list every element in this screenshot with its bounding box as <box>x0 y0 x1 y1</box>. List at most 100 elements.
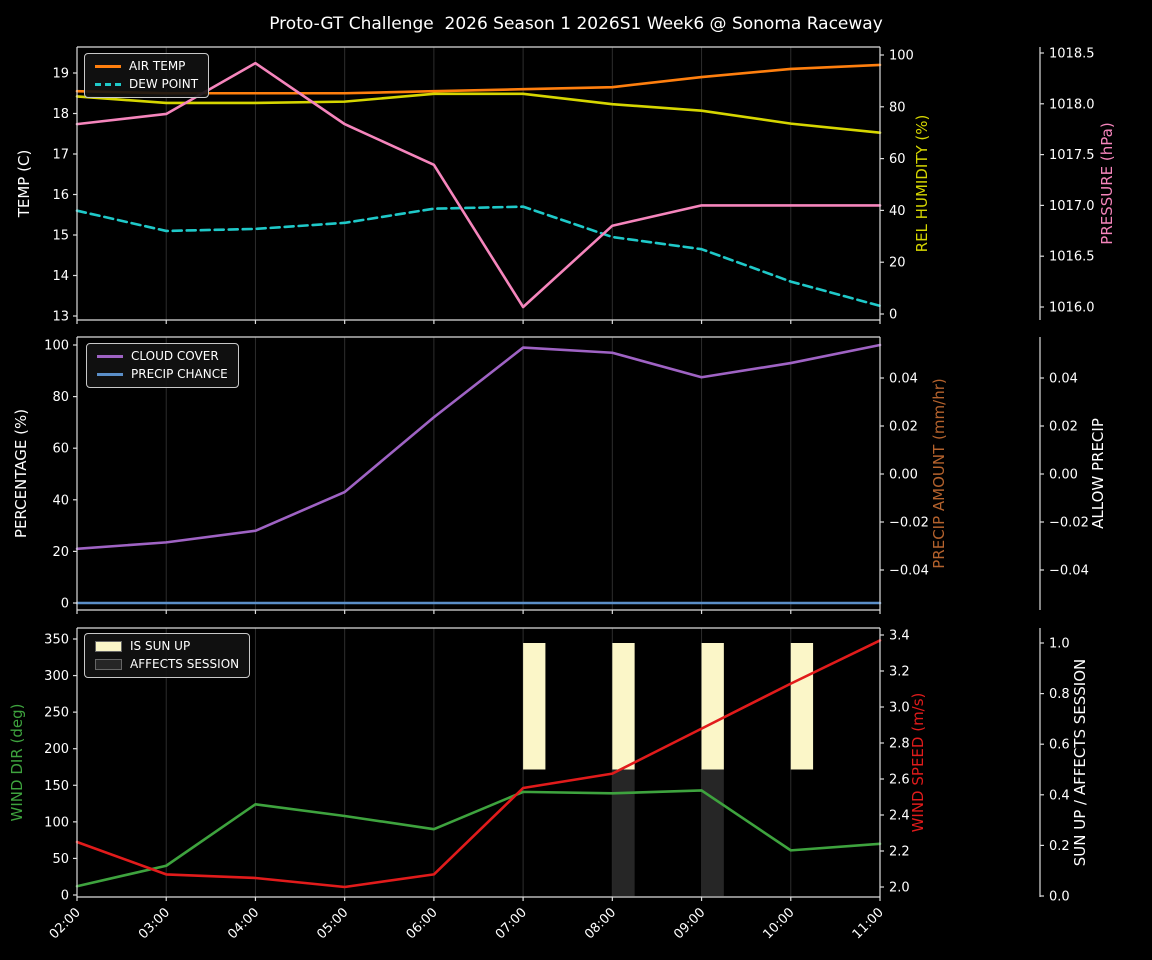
dew-point-swatch <box>95 83 121 86</box>
cloud-cover-line <box>75 343 882 551</box>
y-tick-label: 350 <box>44 633 69 648</box>
y-tick-label: 1018.5 <box>1049 47 1095 62</box>
affects-session-bar <box>701 769 724 896</box>
pressure-hpa--axis-label: PRESSURE (hPa) <box>1098 122 1116 244</box>
y-tick-label: 300 <box>44 669 69 684</box>
y-tick-label: 2.6 <box>889 773 910 788</box>
legend-item-affects-session: AFFECTS SESSION <box>95 658 239 671</box>
is-sun-up-bar <box>790 643 814 770</box>
legend-label: DEW POINT <box>129 77 199 91</box>
legend-label: AIR TEMP <box>129 59 186 73</box>
wind-dir-line <box>75 789 882 888</box>
legend-wind-panel: IS SUN UP AFFECTS SESSION <box>84 633 251 678</box>
y-tick-label: 18 <box>52 107 69 122</box>
y-tick-label: 1018.0 <box>1049 97 1095 112</box>
wind-speed-line <box>75 639 882 889</box>
y-tick-label: 60 <box>889 152 906 167</box>
precip-chance-swatch <box>97 373 123 376</box>
y-tick-label: 14 <box>52 269 69 284</box>
air-temp-line <box>75 63 882 95</box>
is-sun-up-bar <box>523 643 546 770</box>
x-tick-label: 06:00 <box>404 905 441 942</box>
y-tick-label: 0.02 <box>1049 420 1078 435</box>
legend-item-dew-point: DEW POINT <box>95 78 198 91</box>
y-tick-label: 1017.0 <box>1049 199 1095 214</box>
y-tick-label: 100 <box>889 49 914 64</box>
y-tick-label: 0 <box>61 889 69 904</box>
air-temp-swatch <box>95 65 121 68</box>
y-tick-label: 250 <box>44 706 69 721</box>
legend-label: IS SUN UP <box>130 639 191 653</box>
x-tick-label: 04:00 <box>225 905 262 942</box>
affects-session-swatch <box>95 659 122 670</box>
is-sun-up-bar <box>612 643 635 770</box>
is-sun-up-bar <box>701 643 724 770</box>
legend-item-precip-chance: PRECIP CHANCE <box>97 368 228 381</box>
y-tick-label: 2.0 <box>889 881 910 896</box>
y-tick-label: 40 <box>889 204 906 219</box>
y-tick-label: 3.0 <box>889 701 910 716</box>
dew-point-line <box>75 205 882 308</box>
y-tick-label: 1017.5 <box>1049 148 1095 163</box>
y-tick-label: 0.0 <box>1049 890 1070 905</box>
y-tick-label: 20 <box>52 545 69 560</box>
y-tick-label: 13 <box>52 310 69 325</box>
y-tick-label: 1016.0 <box>1049 301 1095 316</box>
x-tick-label: 09:00 <box>671 905 708 942</box>
rel-humidity-line <box>75 92 882 134</box>
y-tick-label: 0.4 <box>1049 788 1070 803</box>
y-tick-label: 80 <box>52 390 69 405</box>
y-tick-label: 1016.5 <box>1049 250 1095 265</box>
y-tick-label: 50 <box>52 852 69 867</box>
y-tick-label: 0.04 <box>889 372 918 387</box>
x-tick-label: 07:00 <box>493 905 530 942</box>
y-tick-label: 0.8 <box>1049 687 1070 702</box>
y-tick-label: 16 <box>52 188 69 203</box>
panel-temperature-humidity-pressure: 13 14 15 16 17 18 19 TEMP (C) 0 20 40 60 80 100 REL HU… <box>15 46 1116 325</box>
legend-item-air-temp: AIR TEMP <box>95 60 198 73</box>
sun-up-swatch <box>95 641 122 652</box>
y-tick-label: 2.2 <box>889 845 910 860</box>
y-tick-label: 0 <box>889 308 897 323</box>
x-tick-label: 08:00 <box>582 905 619 942</box>
y-tick-label: 2.4 <box>889 809 910 824</box>
y-tick-label: 0.04 <box>1049 372 1078 387</box>
y-tick-label: 60 <box>52 442 69 457</box>
sun-up-affects-session-axis-label: SUN UP / AFFECTS SESSION <box>1071 659 1089 867</box>
x-tick-label: 03:00 <box>136 905 173 942</box>
affects-session-bar <box>612 769 635 896</box>
y-tick-label: −0.04 <box>889 564 929 579</box>
y-tick-label: −0.04 <box>1049 564 1089 579</box>
legend-temp-panel: AIR TEMP DEW POINT <box>84 53 210 98</box>
y-tick-label: 200 <box>44 742 69 757</box>
y-tick-label: 100 <box>44 339 69 354</box>
legend-label: PRECIP CHANCE <box>131 367 228 381</box>
panel-cloud-precip: 0 20 40 60 80 100 PERCENTAGE (%) 0.04 0.02 0.00 −0… <box>12 336 1107 614</box>
y-tick-label: −0.02 <box>889 516 929 531</box>
pressure-line <box>75 61 882 309</box>
y-tick-label: 0.00 <box>1049 468 1078 483</box>
y-tick-label: 1.0 <box>1049 637 1070 652</box>
y-tick-label: 3.2 <box>889 665 910 680</box>
y-tick-label: 3.4 <box>889 629 910 644</box>
precip-amount-mm-hr--axis-label: PRECIP AMOUNT (mm/hr) <box>930 378 948 568</box>
legend-item-is-sun-up: IS SUN UP <box>95 640 239 653</box>
y-tick-label: 150 <box>44 779 69 794</box>
y-tick-label: 0.02 <box>889 420 918 435</box>
wind-dir-deg--axis-label: WIND DIR (deg) <box>8 704 26 822</box>
x-tick-label: 02:00 <box>47 905 84 942</box>
y-tick-label: 0.6 <box>1049 738 1070 753</box>
legend-label: CLOUD COVER <box>131 349 219 363</box>
rel-humidity--axis-label: REL HUMIDITY (%) <box>913 115 931 253</box>
allow-precip-axis-label: ALLOW PRECIP <box>1089 418 1107 529</box>
y-tick-label: −0.02 <box>1049 516 1089 531</box>
percentage--axis-label: PERCENTAGE (%) <box>12 409 30 538</box>
y-tick-label: 80 <box>889 100 906 115</box>
y-tick-label: 100 <box>44 815 69 830</box>
y-tick-label: 20 <box>889 256 906 271</box>
y-tick-label: 40 <box>52 493 69 508</box>
x-tick-label: 10:00 <box>761 905 798 942</box>
y-tick-label: 15 <box>52 229 69 244</box>
